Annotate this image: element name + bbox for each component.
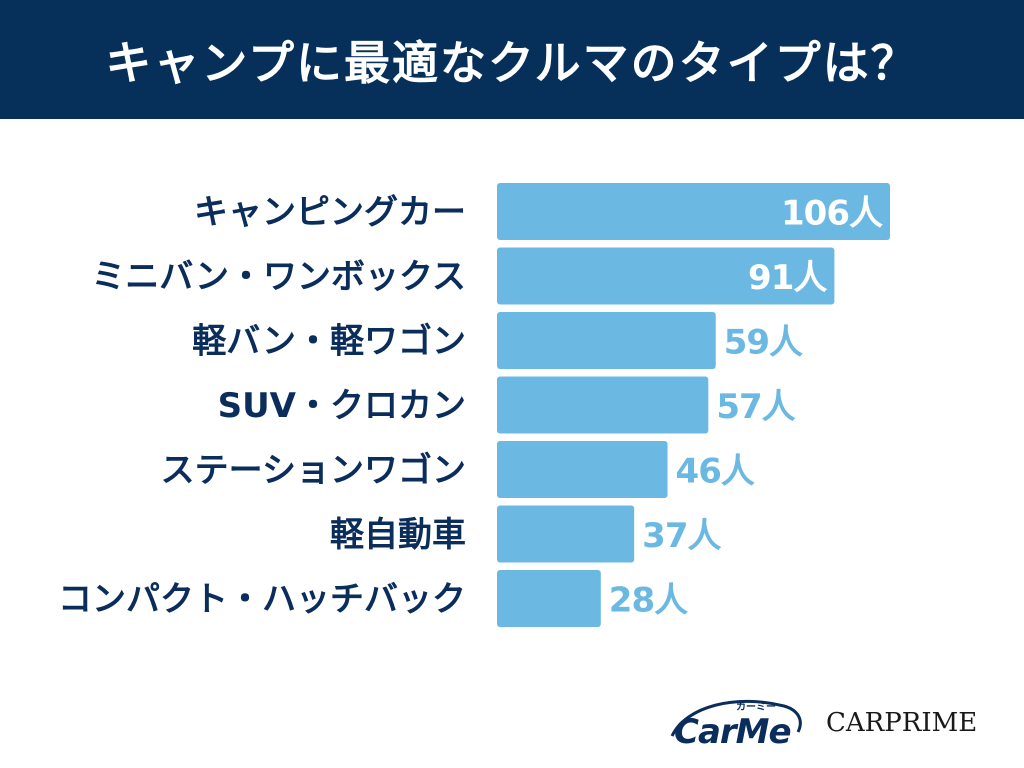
category-label-1: キャンピングカー	[194, 193, 466, 233]
bar-5	[497, 441, 668, 498]
category-label-3: 軽バン・軽ワゴン	[192, 322, 466, 362]
category-label-6: 軽自動車	[330, 515, 466, 555]
bar-3	[497, 312, 716, 369]
data-label-5: 46人	[676, 452, 755, 492]
category-label-7: コンパクト・ハッチバック	[58, 580, 466, 620]
category-label-5: ステーションワゴン	[161, 451, 466, 491]
category-label-4: SUV・クロカン	[218, 386, 466, 426]
logo-area: カーミー CarMe CARPRIME	[660, 690, 1024, 768]
data-label-4: 57人	[716, 387, 795, 427]
data-label-2: 91人	[748, 258, 827, 298]
carme-arc-icon	[670, 699, 802, 737]
category-label-2: ミニバン・ワンボックス	[91, 257, 466, 297]
bar-6	[497, 505, 635, 563]
bar-4	[497, 376, 709, 434]
data-label-6: 37人	[642, 516, 721, 556]
bar-7	[497, 570, 601, 627]
carme-logo-text: CarMe	[674, 712, 792, 752]
carme-kana-text: カーミー	[736, 702, 776, 713]
data-label-3: 59人	[724, 323, 803, 363]
data-label-1: 106人	[781, 194, 883, 234]
carme-logo: カーミー CarMe	[666, 696, 806, 756]
chart-title: キャンプに最適なクルマのタイプは？	[105, 35, 919, 90]
bar-1	[497, 183, 890, 240]
data-label-7: 28人	[609, 581, 688, 621]
carprime-logo: CARPRIME	[826, 708, 978, 738]
header-banner: キャンプに最適なクルマのタイプは？	[0, 0, 1024, 119]
bar-2	[497, 247, 835, 305]
